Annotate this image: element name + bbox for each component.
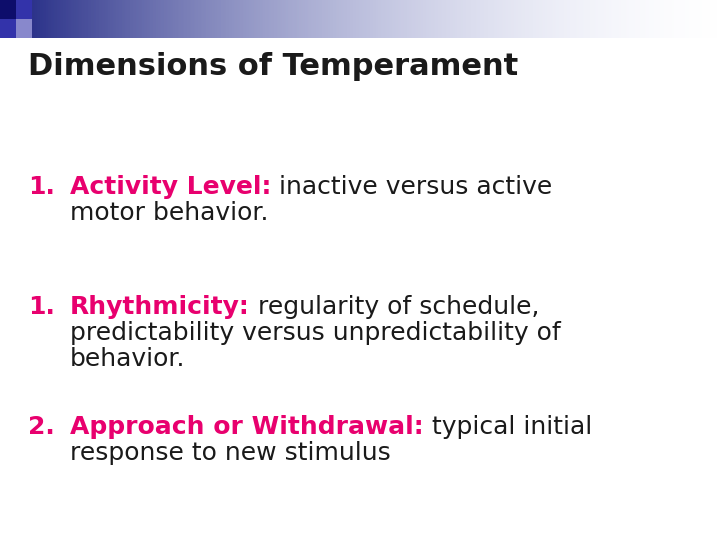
Text: behavior.: behavior. [70,347,186,371]
Text: 1.: 1. [28,175,55,199]
Bar [0,0,16,19]
Text: motor behavior.: motor behavior. [70,201,269,225]
Text: Rhythmicity:: Rhythmicity: [70,295,250,319]
Text: Approach or Withdrawal:: Approach or Withdrawal: [70,415,423,439]
Text: regularity of schedule,: regularity of schedule, [250,295,539,319]
Text: Dimensions of Temperament: Dimensions of Temperament [28,52,518,81]
Text: 1.: 1. [28,295,55,319]
Text: response to new stimulus: response to new stimulus [70,441,391,465]
Text: 2.: 2. [28,415,55,439]
Bar [16,0,32,19]
Bar [16,19,32,38]
Text: predictability versus unpredictability of: predictability versus unpredictability o… [70,321,561,345]
Text: Activity Level:: Activity Level: [70,175,271,199]
Text: typical initial: typical initial [423,415,592,439]
Bar [0,19,16,38]
Text: inactive versus active: inactive versus active [271,175,553,199]
